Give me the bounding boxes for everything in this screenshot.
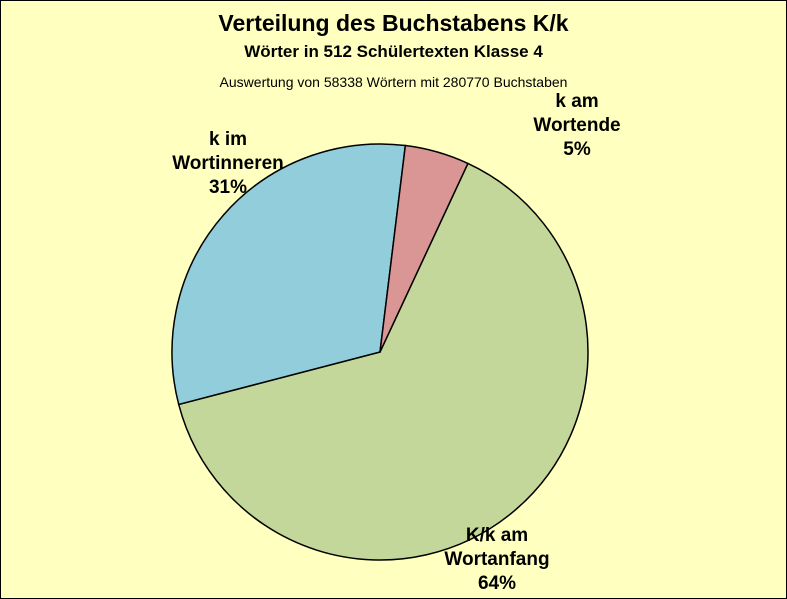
pie-slice-1 xyxy=(171,143,407,406)
chart-note: Auswertung von 58338 Wörtern mit 280770 … xyxy=(219,74,568,90)
chart-title: Verteilung des Buchstabens K/k xyxy=(218,10,569,36)
slice-label-0: K/k am Wortanfang 64% xyxy=(444,525,549,594)
pie-slice-2 xyxy=(379,144,469,353)
chart-subtitle: Wörter in 512 Schülertexten Klasse 4 xyxy=(244,42,543,61)
pie-slice-0 xyxy=(177,162,589,561)
slice-label-2: k am Wortende 5% xyxy=(533,91,620,160)
slice-label-1: k im Wortinneren 31% xyxy=(172,129,284,198)
